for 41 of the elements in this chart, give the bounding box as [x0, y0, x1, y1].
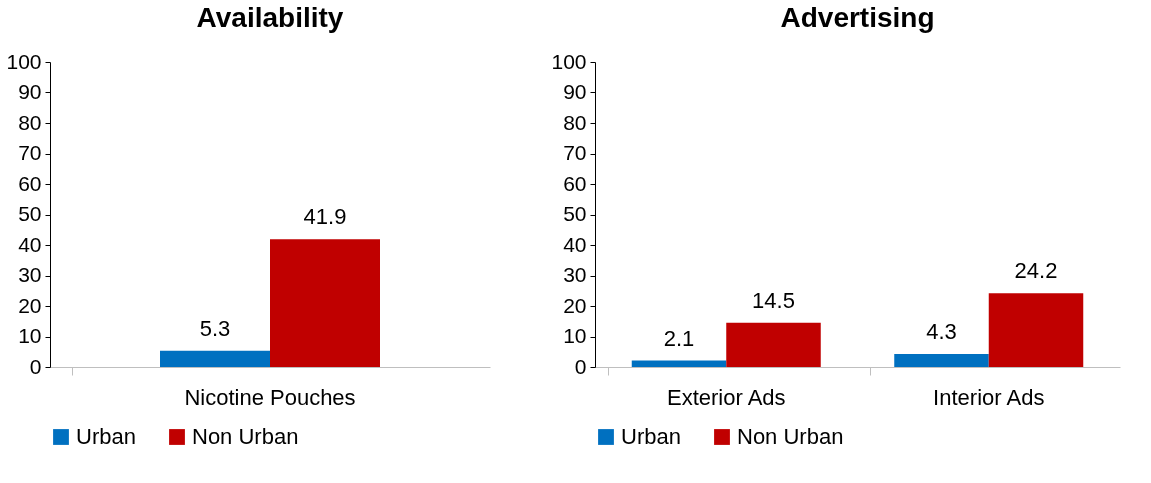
- bar: [988, 293, 1084, 367]
- y-tick-label: 90: [563, 80, 587, 103]
- x-tick-label: Nicotine Pouches: [184, 384, 356, 410]
- data-label: 41.9: [303, 204, 347, 230]
- y-tick-label: 50: [563, 202, 587, 225]
- legend-label: Non Urban: [192, 424, 299, 449]
- y-tick-label: 40: [563, 232, 587, 256]
- y-tick-label: 100: [6, 49, 42, 73]
- y-tick-label: 90: [18, 80, 42, 103]
- legend-label: Urban: [621, 424, 681, 449]
- y-tick-label: 0: [574, 354, 587, 378]
- x-tick-label: Exterior Ads: [666, 384, 786, 410]
- y-tick-label: 10: [18, 324, 42, 347]
- data-label: 5.3: [199, 315, 231, 341]
- y-tick-label: 40: [18, 232, 42, 256]
- y-tick-label: 80: [18, 110, 42, 134]
- legend-label: Non Urban: [737, 424, 844, 449]
- y-tick-label: 20: [563, 293, 587, 317]
- y-tick-label: 0: [29, 354, 42, 378]
- legend-label: Urban: [76, 424, 136, 449]
- y-tick-label: 100: [551, 49, 587, 73]
- y-tick-label: 20: [18, 293, 42, 317]
- data-label: 24.2: [1014, 258, 1058, 284]
- y-tick-label: 50: [18, 202, 42, 225]
- chart-title: Availability: [196, 2, 344, 33]
- bar: [631, 360, 727, 367]
- y-tick-label: 70: [18, 141, 42, 164]
- x-tick-label: Interior Ads: [933, 384, 1045, 410]
- chart-title: Advertising: [780, 2, 935, 33]
- y-tick-label: 30: [563, 263, 587, 286]
- data-label: 14.5: [752, 287, 795, 313]
- y-tick-label: 10: [563, 324, 587, 347]
- data-label: 4.3: [926, 318, 957, 344]
- y-tick-label: 70: [563, 141, 587, 164]
- y-tick-label: 30: [18, 263, 42, 286]
- y-tick-label: 60: [18, 171, 42, 195]
- bar: [894, 353, 989, 367]
- bar: [726, 322, 821, 367]
- y-tick-label: 60: [563, 171, 587, 195]
- y-tick-label: 80: [563, 110, 587, 134]
- data-label: 2.1: [663, 325, 695, 351]
